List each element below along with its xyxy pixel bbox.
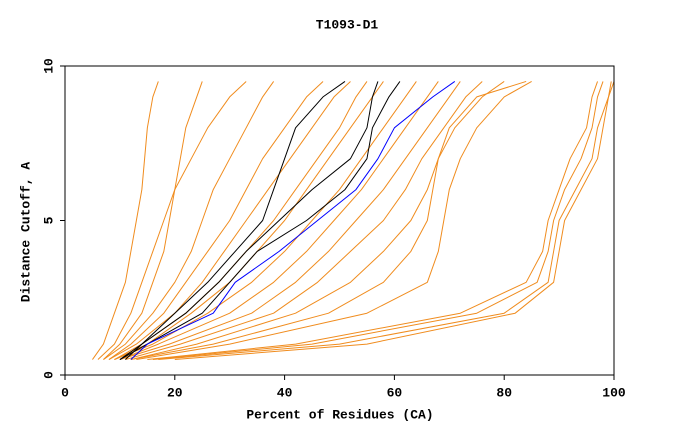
- x-tick-label: 100: [602, 385, 626, 400]
- y-tick-label: 0: [41, 371, 56, 379]
- x-tick-label: 20: [167, 385, 183, 400]
- gdt-line: [125, 81, 346, 360]
- gdt-line: [103, 81, 203, 360]
- y-tick-label: 5: [41, 216, 56, 224]
- gdt-line: [114, 81, 417, 361]
- gdt-line: [136, 81, 532, 361]
- gdt-line: [119, 81, 379, 360]
- gdt-line: [92, 81, 159, 360]
- gdt-line: [147, 81, 599, 361]
- x-tick-label: 0: [61, 385, 69, 400]
- y-tick-label: 10: [41, 58, 56, 74]
- x-tick-label: 40: [277, 385, 293, 400]
- gdt-line: [119, 81, 461, 361]
- gdt-line: [130, 81, 456, 360]
- gdt-line: [130, 80, 527, 361]
- x-tick-label: 60: [387, 385, 403, 400]
- gdt-line: [174, 81, 615, 361]
- gdt-line: [119, 81, 439, 361]
- chart-title: T1093-D1: [316, 17, 379, 32]
- gdt-line: [103, 81, 275, 360]
- gdt-line: [130, 81, 505, 361]
- gdt-line: [108, 81, 324, 360]
- x-tick-label: 80: [496, 385, 512, 400]
- gdt-line: [97, 81, 247, 360]
- gdt-line: [114, 81, 384, 361]
- plot-lines: [92, 80, 615, 361]
- gdt-line: [152, 81, 604, 361]
- x-axis-label: Percent of Residues (CA): [246, 407, 433, 422]
- gdt-line: [125, 81, 483, 361]
- gdt-line: [119, 81, 401, 360]
- y-axis-label: Distance Cutoff, A: [18, 162, 33, 303]
- gdt-line: [158, 81, 612, 361]
- gdt-line: [108, 81, 351, 360]
